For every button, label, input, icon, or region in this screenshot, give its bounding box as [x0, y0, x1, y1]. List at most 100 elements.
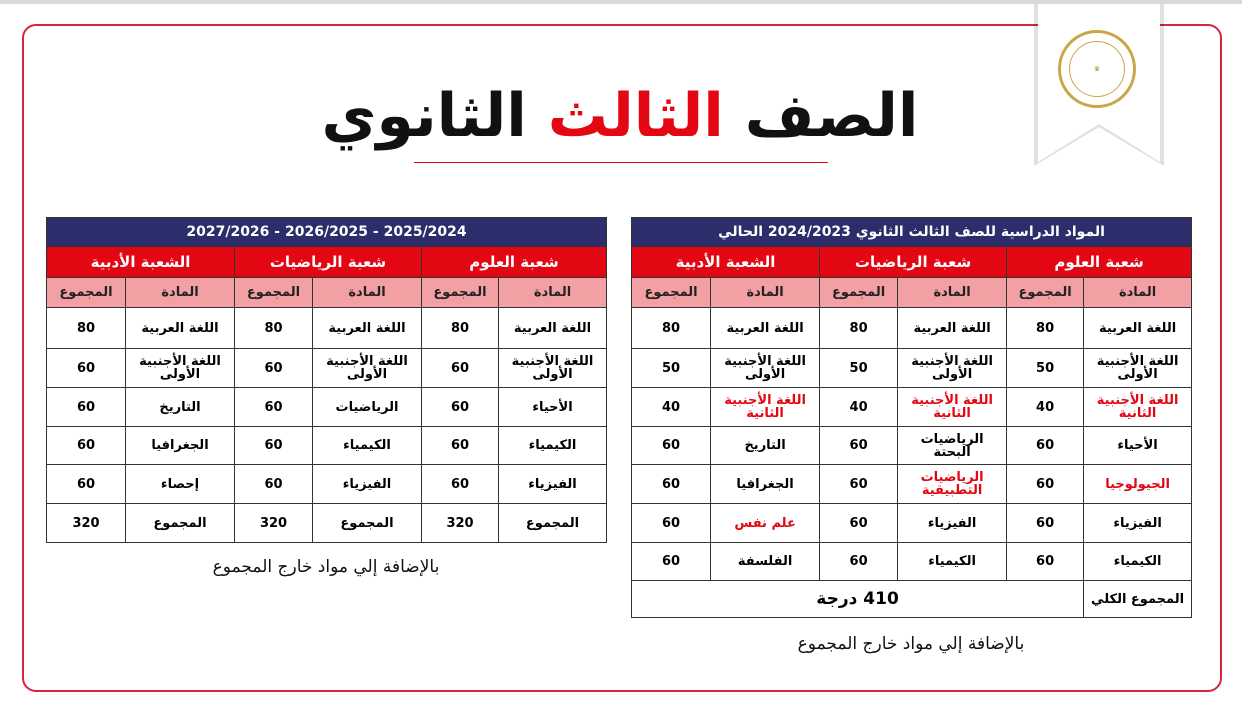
- subject-cell: الفلسفة: [710, 542, 821, 581]
- table-title: المواد الدراسية للصف الثالث الثانوي 2024…: [630, 217, 1193, 247]
- subject-cell: اللغة الأجنبية الثانية: [710, 387, 821, 427]
- score-cell: 40: [630, 387, 712, 427]
- subject-cell: اللغة الأجنبية الأولى: [498, 348, 608, 388]
- table-title-row: 2025/2024 - 2026/2025 - 2027/2026: [45, 217, 608, 247]
- subject-column-header: المادة: [1083, 277, 1193, 308]
- score-cell: 60: [1006, 503, 1085, 543]
- subject-cell: التاريخ: [710, 426, 821, 465]
- subject-cell: اللغة الأجنبية الأولى: [312, 348, 423, 388]
- score-cell: 60: [45, 464, 127, 504]
- score-cell: 60: [1006, 464, 1085, 504]
- subject-cell: اللغة الأجنبية الثانية: [1083, 387, 1193, 427]
- subject-cell: علم نفس: [710, 503, 821, 543]
- table-row: الكيمياء 60 الكيمياء 60 الجغرافيا 60: [45, 426, 608, 465]
- subject-cell: الجغرافيا: [710, 464, 821, 504]
- total-column-header: المجموع: [45, 277, 127, 308]
- eagle-emblem-icon: ♛: [1069, 41, 1125, 97]
- future-subjects-table: 2025/2024 - 2026/2025 - 2027/2026 شعبة ال…: [45, 217, 608, 543]
- subject-cell: اللغة العربية: [710, 307, 821, 349]
- branch-header: شعبة العلوم: [421, 246, 608, 278]
- score-cell: 60: [1006, 542, 1085, 581]
- table-title-row: المواد الدراسية للصف الثالث الثانوي 2024…: [630, 217, 1193, 247]
- subject-cell: اللغة الأجنبية الأولى: [1083, 348, 1193, 388]
- score-cell: 60: [1006, 426, 1085, 465]
- subject-cell: اللغة العربية: [125, 307, 236, 349]
- subject-cell: الكيمياء: [897, 542, 1008, 581]
- subject-cell: الفيزياء: [498, 464, 608, 504]
- score-cell: 60: [45, 348, 127, 388]
- page-frame: [22, 24, 1222, 692]
- branch-header: الشعبة الأدبية: [45, 246, 236, 278]
- title-underline: [414, 162, 828, 163]
- column-header-row: المادة المجموع المادة المجموع المادة المجموع: [45, 277, 608, 308]
- branch-header: الشعبة الأدبية: [630, 246, 821, 278]
- table-row: الجيولوجيا 60 الرياضيات التطبيقية 60 الجغراف…: [630, 464, 1193, 504]
- subject-cell: الكيمياء: [1083, 542, 1193, 581]
- subject-cell: الكيمياء: [498, 426, 608, 465]
- table-row: اللغة العربية 80 اللغة العربية 80 اللغة العر…: [630, 307, 1193, 349]
- score-cell: 60: [630, 464, 712, 504]
- table-row: الفيزياء 60 الفيزياء 60 إحصاء 60: [45, 464, 608, 504]
- page-title: الصف الثالث الثانوي: [300, 76, 940, 156]
- table-row: الأحياء 60 الرياضيات 60 التاريخ 60: [45, 387, 608, 427]
- future-table-note: بالإضافة إلي مواد خارج المجموع: [212, 557, 440, 577]
- score-cell: 80: [421, 307, 500, 349]
- subject-column-header: المادة: [710, 277, 821, 308]
- column-header-row: المادة المجموع المادة المجموع المادة المجموع: [630, 277, 1193, 308]
- grand-total-value: 410 درجة: [630, 580, 1085, 618]
- table-row: الأحياء 60 الرياضيات البحتة 60 التاريخ 60: [630, 426, 1193, 465]
- subject-cell: اللغة الأجنبية الثانية: [897, 387, 1008, 427]
- score-cell: 60: [819, 464, 899, 504]
- table-row: المجموع 320 المجموع 320 المجموع 320: [45, 503, 608, 543]
- score-cell: 60: [234, 464, 314, 504]
- branch-header: شعبة الرياضيات: [234, 246, 423, 278]
- score-cell: 60: [630, 426, 712, 465]
- score-cell: 60: [234, 348, 314, 388]
- branch-header: شعبة العلوم: [1006, 246, 1193, 278]
- subject-cell: المجموع: [498, 503, 608, 543]
- grand-total-row: المجموع الكلي 410 درجة: [630, 580, 1193, 618]
- score-cell: 80: [819, 307, 899, 349]
- subject-cell: الأحياء: [1083, 426, 1193, 465]
- score-cell: 50: [1006, 348, 1085, 388]
- subject-cell: الأحياء: [498, 387, 608, 427]
- score-cell: 40: [819, 387, 899, 427]
- subject-cell: الفيزياء: [897, 503, 1008, 543]
- subject-cell: التاريخ: [125, 387, 236, 427]
- total-column-header: المجموع: [234, 277, 314, 308]
- subject-cell: اللغة الأجنبية الأولى: [710, 348, 821, 388]
- table-row: اللغة الأجنبية الأولى 50 اللغة الأجنبية ال…: [630, 348, 1193, 388]
- table-row: اللغة الأجنبية الأولى 60 اللغة الأجنبية ال…: [45, 348, 608, 388]
- score-cell: 60: [819, 542, 899, 581]
- score-cell: 60: [421, 426, 500, 465]
- subject-cell: المجموع: [125, 503, 236, 543]
- branch-header-row: شعبة العلوم شعبة الرياضيات الشعبة الأدبية: [630, 246, 1193, 278]
- current-subjects-table: المواد الدراسية للصف الثالث الثانوي 2024…: [630, 217, 1193, 618]
- score-cell: 80: [234, 307, 314, 349]
- score-cell: 80: [45, 307, 127, 349]
- score-cell: 80: [1006, 307, 1085, 349]
- subject-column-header: المادة: [312, 277, 423, 308]
- score-cell: 60: [421, 348, 500, 388]
- grand-total-label: المجموع الكلي: [1083, 580, 1193, 618]
- subject-cell: اللغة العربية: [1083, 307, 1193, 349]
- subject-cell: الجيولوجيا: [1083, 464, 1193, 504]
- subject-cell: اللغة الأجنبية الأولى: [897, 348, 1008, 388]
- ministry-logo: ♛: [1058, 30, 1136, 108]
- score-cell: 40: [1006, 387, 1085, 427]
- table-row: اللغة الأجنبية الثانية 40 اللغة الأجنبية ا…: [630, 387, 1193, 427]
- subject-cell: إحصاء: [125, 464, 236, 504]
- subject-column-header: المادة: [498, 277, 608, 308]
- score-cell: 60: [819, 426, 899, 465]
- subject-cell: الجغرافيا: [125, 426, 236, 465]
- score-cell: 320: [234, 503, 314, 543]
- subject-cell: الرياضيات التطبيقية: [897, 464, 1008, 504]
- subject-cell: الرياضيات البحتة: [897, 426, 1008, 465]
- table-row: الكيمياء 60 الكيمياء 60 الفلسفة 60: [630, 542, 1193, 581]
- title-part-3: الثانوي: [321, 81, 527, 151]
- total-column-header: المجموع: [630, 277, 712, 308]
- current-table-note: بالإضافة إلي مواد خارج المجموع: [797, 634, 1025, 654]
- score-cell: 320: [45, 503, 127, 543]
- score-cell: 320: [421, 503, 500, 543]
- score-cell: 60: [630, 542, 712, 581]
